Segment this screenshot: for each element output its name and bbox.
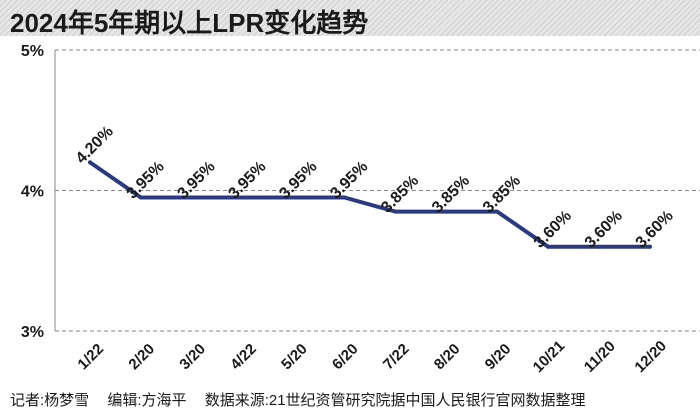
data-point: [138, 195, 143, 200]
editor-credit: 编辑:方海平: [107, 392, 187, 409]
x-tick-label: 11/20: [581, 338, 619, 376]
lpr-series-line: [88, 160, 652, 249]
x-tick-label: 12/20: [631, 338, 670, 377]
footer: 记者:杨梦雪 编辑:方海平 数据来源:21世纪资管研究院据中国人民银行官网数据整…: [10, 389, 600, 410]
data-label: 4.20%: [73, 123, 117, 167]
data-point: [546, 244, 551, 249]
data-point: [342, 195, 347, 200]
data-point: [597, 244, 601, 249]
x-tick-label: 2/20: [125, 340, 158, 373]
chart-title: 2024年5年期以上LPR变化趋势: [10, 8, 369, 38]
reporter-credit: 记者:杨梦雪: [10, 392, 90, 409]
x-tick-label: 4/22: [227, 340, 260, 373]
data-point: [189, 195, 194, 200]
y-tick-label: 4%: [21, 184, 44, 201]
data-label: 3.85%: [480, 172, 524, 216]
y-tick-label: 5%: [21, 43, 44, 60]
x-tick-label: 10/21: [530, 338, 569, 377]
data-point: [647, 244, 652, 249]
data-label: 3.60%: [633, 207, 677, 251]
x-tick-label: 3/20: [176, 340, 209, 373]
x-tick-label: 8/20: [431, 340, 464, 373]
data-point: [393, 209, 398, 214]
x-tick-label: 7/22: [380, 340, 413, 373]
data-point: [240, 195, 245, 200]
x-tick-label: 1/22: [74, 340, 107, 373]
data-point: [291, 195, 296, 200]
data-point: [88, 160, 92, 165]
x-tick-label: 6/20: [329, 340, 362, 373]
x-tick-label: 9/20: [482, 340, 515, 373]
x-tick-label: 5/20: [278, 340, 311, 373]
title-band: [0, 0, 700, 36]
data-point: [444, 209, 449, 214]
data-point: [495, 209, 500, 214]
data-source: 数据来源:21世纪资管研究院据中国人民银行官网数据整理: [204, 392, 586, 409]
y-tick-label: 3%: [21, 324, 44, 341]
data-label: 3.95%: [327, 158, 371, 202]
